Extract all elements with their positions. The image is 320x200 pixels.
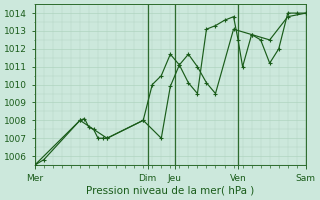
X-axis label: Pression niveau de la mer( hPa ): Pression niveau de la mer( hPa ): [86, 186, 254, 196]
